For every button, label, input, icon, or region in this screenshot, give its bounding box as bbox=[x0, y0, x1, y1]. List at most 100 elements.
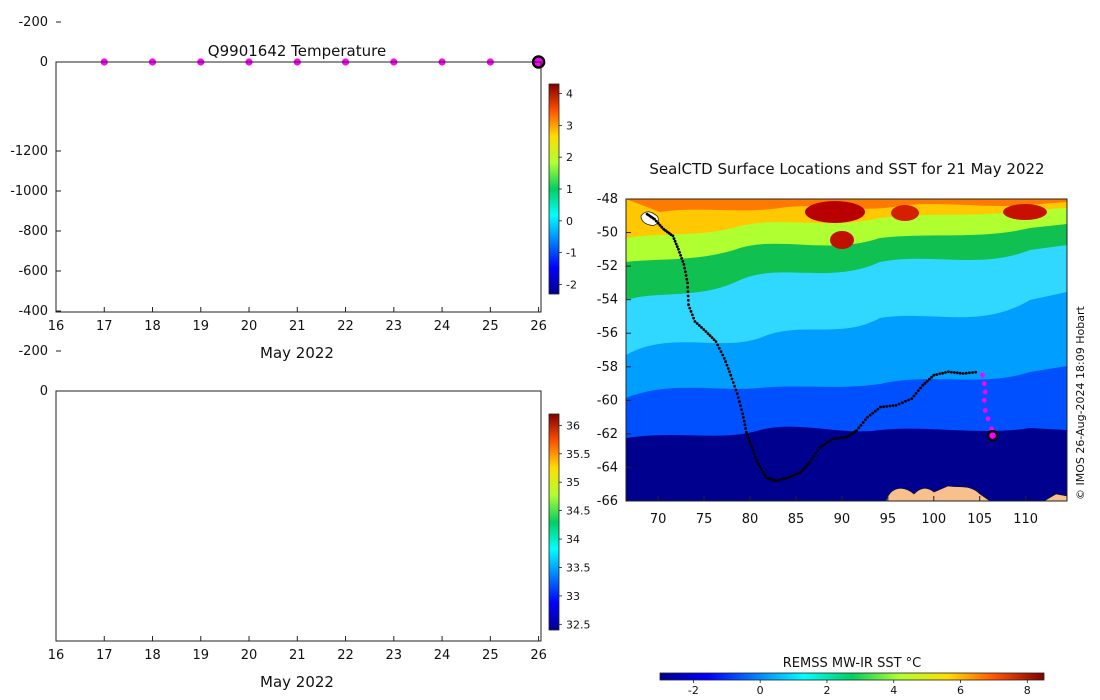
track-point bbox=[894, 404, 898, 407]
track-point bbox=[928, 377, 931, 381]
sst-colorbar bbox=[659, 672, 1045, 681]
map-y-tick-label: -50 bbox=[597, 226, 618, 241]
recent-position-marker bbox=[980, 372, 985, 378]
temperature-colorbar-tick-label: 2 bbox=[566, 151, 573, 164]
salinity-colorbar-tick-label: 36 bbox=[566, 419, 580, 432]
track-point bbox=[814, 452, 818, 455]
track-point bbox=[741, 412, 745, 416]
salinity-y-tick-label: -200 bbox=[18, 344, 48, 359]
track-point bbox=[753, 452, 756, 456]
track-point bbox=[733, 384, 736, 388]
track-point bbox=[654, 219, 658, 223]
track-point bbox=[653, 217, 656, 221]
temperature-panel: Q9901642 Temperature 16 17 18 19 20 21 22 23 24 2… bbox=[18, 15, 576, 362]
track-point bbox=[831, 437, 835, 441]
temperature-x-label: May 2022 bbox=[260, 344, 334, 362]
sst-colorbar-tick-label: 4 bbox=[890, 684, 897, 697]
track-point bbox=[736, 396, 740, 399]
track-point bbox=[748, 439, 752, 443]
track-point bbox=[799, 471, 802, 474]
track-point bbox=[866, 415, 869, 419]
map-y-tick-label: -48 bbox=[597, 192, 618, 207]
track-point bbox=[686, 281, 689, 285]
map-y-tick-label: -60 bbox=[597, 393, 618, 408]
temperature-colorbar-tick-label: 3 bbox=[566, 119, 573, 132]
track-point bbox=[686, 285, 690, 289]
track-point bbox=[834, 437, 837, 440]
track-point bbox=[947, 370, 950, 374]
map-y-tick-label: -62 bbox=[597, 427, 618, 442]
map-x-axis: 70 75 80 85 90 95 100 105 110 bbox=[650, 496, 1038, 527]
salinity-x-axis: 16 17 18 19 20 21 22 23 24 25 26 bbox=[48, 636, 547, 663]
copyright-text: © IMOS 26-Aug-2024 18:09 Hobart bbox=[1074, 306, 1087, 500]
map-x-tick-label: 70 bbox=[650, 512, 667, 527]
temperature-title: Q9901642 Temperature bbox=[208, 42, 386, 60]
temperature-colorbar bbox=[548, 83, 560, 295]
track-point bbox=[738, 400, 741, 404]
track-point bbox=[792, 474, 795, 477]
track-point bbox=[716, 343, 720, 347]
track-point bbox=[685, 277, 689, 281]
map-y-tick-label: -52 bbox=[597, 259, 618, 274]
sst-colorbar-tick-label: -2 bbox=[688, 684, 699, 697]
salinity-colorbar-ticks: 32.5 33 33.5 34 34.5 35 35.5 36 bbox=[559, 419, 591, 631]
track-point bbox=[810, 458, 814, 461]
temperature-x-tick-label: 22 bbox=[337, 319, 354, 334]
map-x-tick-label: 75 bbox=[696, 512, 713, 527]
track-point bbox=[693, 320, 697, 323]
track-point bbox=[802, 467, 806, 470]
track-point bbox=[724, 360, 727, 364]
temperature-y-axis: 0-200-400-600-800-1000-1200 bbox=[18, 15, 61, 70]
track-point bbox=[658, 223, 662, 227]
track-point bbox=[687, 303, 690, 307]
track-point bbox=[955, 371, 959, 375]
track-point bbox=[706, 332, 710, 335]
track-point bbox=[794, 473, 798, 476]
recent-position-marker bbox=[982, 389, 988, 395]
track-point bbox=[721, 353, 725, 357]
track-point bbox=[755, 459, 759, 463]
sst-colorbar-tick-label: 2 bbox=[823, 684, 830, 697]
track-point bbox=[680, 257, 684, 260]
track-point bbox=[812, 455, 816, 458]
salinity-colorbar-tick-label: 32.5 bbox=[566, 618, 591, 631]
track-point bbox=[845, 435, 848, 439]
track-point bbox=[679, 254, 682, 257]
track-point bbox=[821, 444, 824, 447]
track-point bbox=[681, 260, 685, 263]
track-point bbox=[836, 436, 840, 440]
salinity-colorbar-tick-label: 35.5 bbox=[566, 448, 591, 461]
track-point bbox=[885, 405, 889, 408]
temperature-x-tick-label: 18 bbox=[144, 319, 161, 334]
track-point bbox=[763, 473, 767, 477]
salinity-colorbar-tick-label: 33.5 bbox=[566, 561, 591, 574]
map-y-axis: -48 -50 -52 -54 -56 -58 -60 -62 -64 -66 bbox=[597, 192, 631, 509]
track-point bbox=[818, 445, 822, 449]
salinity-x-tick-label: 21 bbox=[289, 648, 306, 663]
track-point bbox=[930, 375, 933, 379]
salinity-colorbar-tick-label: 33 bbox=[566, 590, 580, 603]
salinity-y-tick-label: 0 bbox=[40, 384, 48, 399]
temperature-x-tick-label: 25 bbox=[482, 319, 499, 334]
map-x-tick-label: 90 bbox=[834, 512, 851, 527]
track-point bbox=[923, 381, 927, 385]
track-point bbox=[692, 316, 695, 320]
recent-position-marker bbox=[981, 381, 987, 386]
sst-map-panel: SealCTD Surface Locations and SST for 21… bbox=[597, 160, 1087, 697]
track-point bbox=[686, 290, 690, 293]
track-point bbox=[684, 270, 687, 274]
track-point bbox=[847, 434, 850, 438]
track-point bbox=[907, 398, 910, 402]
track-point bbox=[888, 404, 892, 408]
track-point bbox=[828, 439, 832, 442]
seal-track bbox=[645, 212, 999, 483]
temperature-x-tick-label: 23 bbox=[386, 319, 403, 334]
track-point bbox=[804, 465, 808, 468]
track-point bbox=[871, 411, 875, 415]
track-point bbox=[702, 328, 706, 331]
track-point bbox=[697, 324, 701, 327]
track-point bbox=[725, 363, 729, 367]
track-point bbox=[700, 326, 703, 329]
track-point bbox=[796, 472, 800, 475]
